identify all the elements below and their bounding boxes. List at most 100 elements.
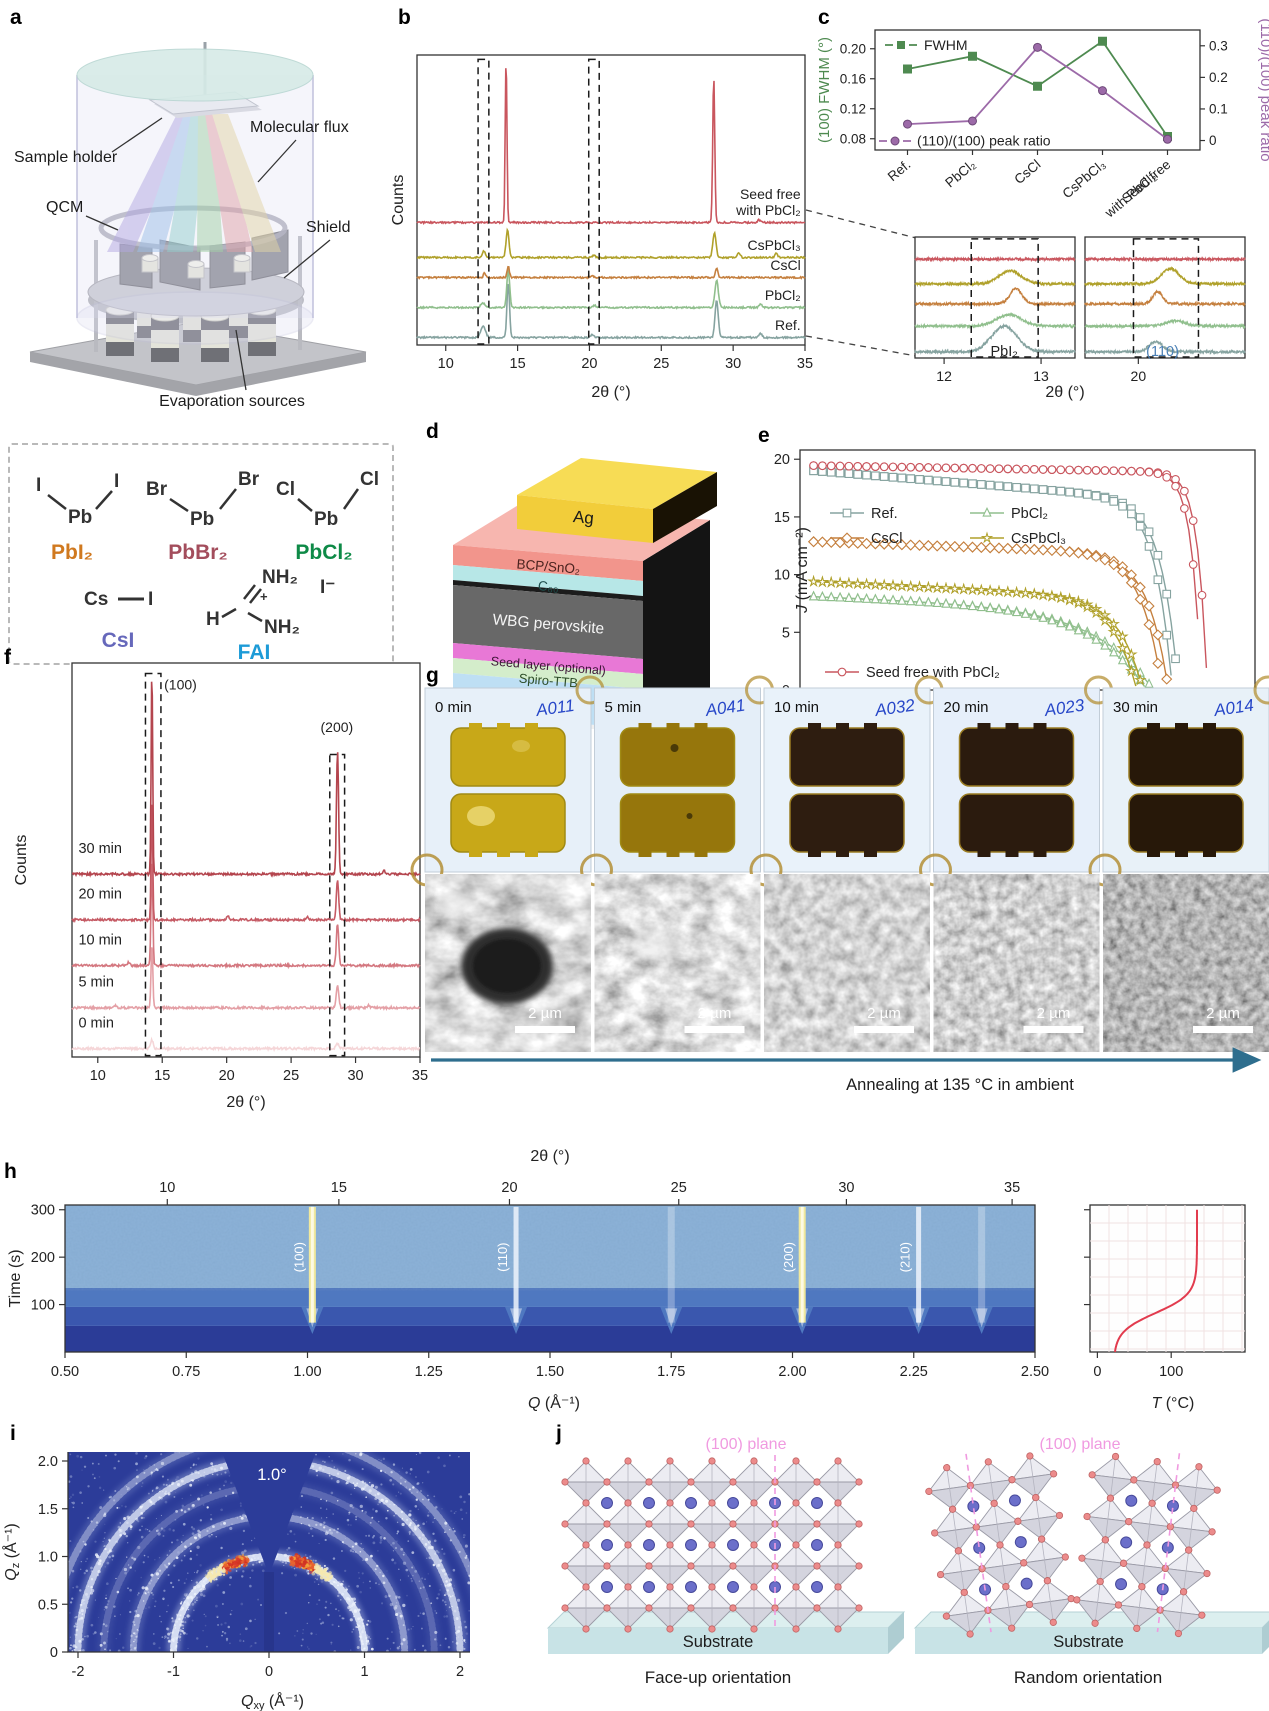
svg-text:25: 25 [671,1180,687,1196]
panel-b-zoom-insets: 12 13 PbI₂ 20 (110) 2θ (°) [914,236,1246,401]
layer-ag-label: Ag [572,507,595,528]
panel-i-giwaxs-2d: 1.0° 0 0.5 1.0 1.5 2.0 -2 -1 0 1 2 Qz (Å⁻¹) Qxy (Å⁻¹… [1,1452,470,1711]
svg-text:15: 15 [154,1068,170,1084]
x-axis-label: T (°C) [1152,1395,1195,1412]
photo-time-label: 0 min [435,699,472,716]
random-crystal-a [925,1452,1075,1638]
xrd-trace [416,265,806,280]
svg-text:200: 200 [31,1250,55,1266]
panel-h-temperature-plot: 0 100 T (°C) [1084,1204,1246,1412]
plane-label: (100) plane [706,1436,787,1453]
atom-nh2-bottom: NH₂ [264,617,300,638]
atom-nh2-top: NH₂ [262,567,298,588]
chamber-lid [76,48,314,102]
plot-frame [71,662,421,1058]
svg-text:30: 30 [347,1068,363,1084]
svg-text:10: 10 [90,1068,106,1084]
photo-time-label: 10 min [774,699,819,716]
svg-text:0.5: 0.5 [38,1597,58,1613]
dashed-highlight-box [587,58,600,345]
y-axis-label: Time (s) [7,1249,24,1307]
heatmap-peak-label: (210) [898,1242,913,1272]
pbi2-label: PbI₂ [51,541,93,564]
peak-label: (200) [321,719,354,735]
panel-letter-j: j [556,1422,562,1445]
legend-entry: CsCl [871,531,902,547]
sample-holder-label: Sample holder [14,149,118,166]
face-up-crystal [561,1457,863,1633]
x-axis-label: Qxy (Å⁻¹) [241,1691,304,1711]
x-axis-label: Q (Å⁻¹) [528,1393,580,1412]
layer-spiro-label: Spiro-TTB [518,671,578,691]
atom-pb: Pb [314,509,338,530]
iodide-anion: I⁻ [320,577,335,598]
trace-label: 10 min [78,932,122,948]
xrd-trace [914,287,1076,308]
category-label: Ref. [885,157,914,184]
svg-text:0.16: 0.16 [840,71,866,86]
panel-g-annealing-arrow: Annealing at 135 °C in ambient [431,1047,1262,1094]
svg-text:2.50: 2.50 [1021,1364,1049,1380]
sem-tile: 2 µm [594,874,761,1052]
layer-c60-label: C₆₀ [537,578,559,595]
svg-text:12: 12 [936,368,952,384]
dashed-highlight-box [970,238,1039,358]
category-label: CsCl [1011,157,1043,187]
trace-label: with PbCl₂ [735,202,801,218]
svg-text:15: 15 [774,510,790,526]
panel-letter-a: a [10,6,22,29]
top-axis-label: 2θ (°) [530,1148,569,1165]
photo-tile: 20 min A023 [919,675,1113,887]
sem-scale-bar-label: 2 µm [1206,1005,1240,1022]
svg-text:2.00: 2.00 [778,1364,806,1380]
heatmap-peak-label: (200) [781,1242,796,1272]
x-axis-label: 2θ (°) [591,384,630,401]
xrd-trace [416,283,806,340]
svg-text:20: 20 [501,1180,517,1196]
panel-letter-f: f [4,646,11,669]
plot-frame [416,54,806,346]
svg-text:10: 10 [774,568,790,584]
zoom-connector-lines [805,209,917,357]
svg-text:35: 35 [797,356,813,372]
svg-text:1.0: 1.0 [38,1550,58,1566]
legend-fwhm: FWHM [924,37,968,53]
svg-text:0.50: 0.50 [51,1364,79,1380]
panel-letter-e: e [758,424,770,447]
y-axis-label: Counts [13,835,30,886]
svg-text:0: 0 [265,1664,273,1680]
orientation-caption: Random orientation [1014,1668,1162,1687]
panel-g-photos: 0 min A011 5 min A041 10 min A032 20 min A023 30… [410,675,1269,887]
dashed-highlight-box [1132,238,1200,358]
atom-i: I [148,589,153,610]
layer-ag [517,495,653,543]
svg-text:35: 35 [412,1068,428,1084]
panel-letter-b: b [398,6,411,29]
xrd-trace [914,322,1076,356]
fai-label: FAI [238,641,271,664]
insets-x-axis-label: 2θ (°) [1045,384,1084,401]
substrate: Substrate [546,1611,906,1654]
substrate-label: Substrate [683,1633,754,1651]
trace-label: CsCl [770,257,800,273]
panel-d-device-stack: Ag BCP/SnO₂ C₆₀ WBG perovskite Seed laye… [445,458,735,736]
svg-text:1.25: 1.25 [415,1364,443,1380]
xrd-trace [1084,318,1246,330]
panel-letter-g: g [426,664,439,687]
xrd-trace [71,804,421,924]
atom-pb: Pb [190,509,214,530]
svg-text:0.12: 0.12 [840,101,866,116]
category-label: PbCl₂ [942,157,978,191]
heatmap-peak-label: (100) [291,1242,306,1272]
svg-text:10: 10 [438,356,454,372]
svg-text:0.2: 0.2 [1209,70,1228,85]
svg-text:20: 20 [774,452,790,468]
svg-text:300: 300 [31,1203,55,1219]
dashed-highlight-box [144,672,162,1057]
y-axis-label: Counts [390,175,407,226]
xrd-trace [417,227,806,260]
svg-text:100: 100 [31,1298,55,1314]
trace-label: 0 min [78,1015,113,1031]
crucibles [141,254,251,279]
heatmap-area: (100) (110) (200) (210) [65,1205,1035,1352]
